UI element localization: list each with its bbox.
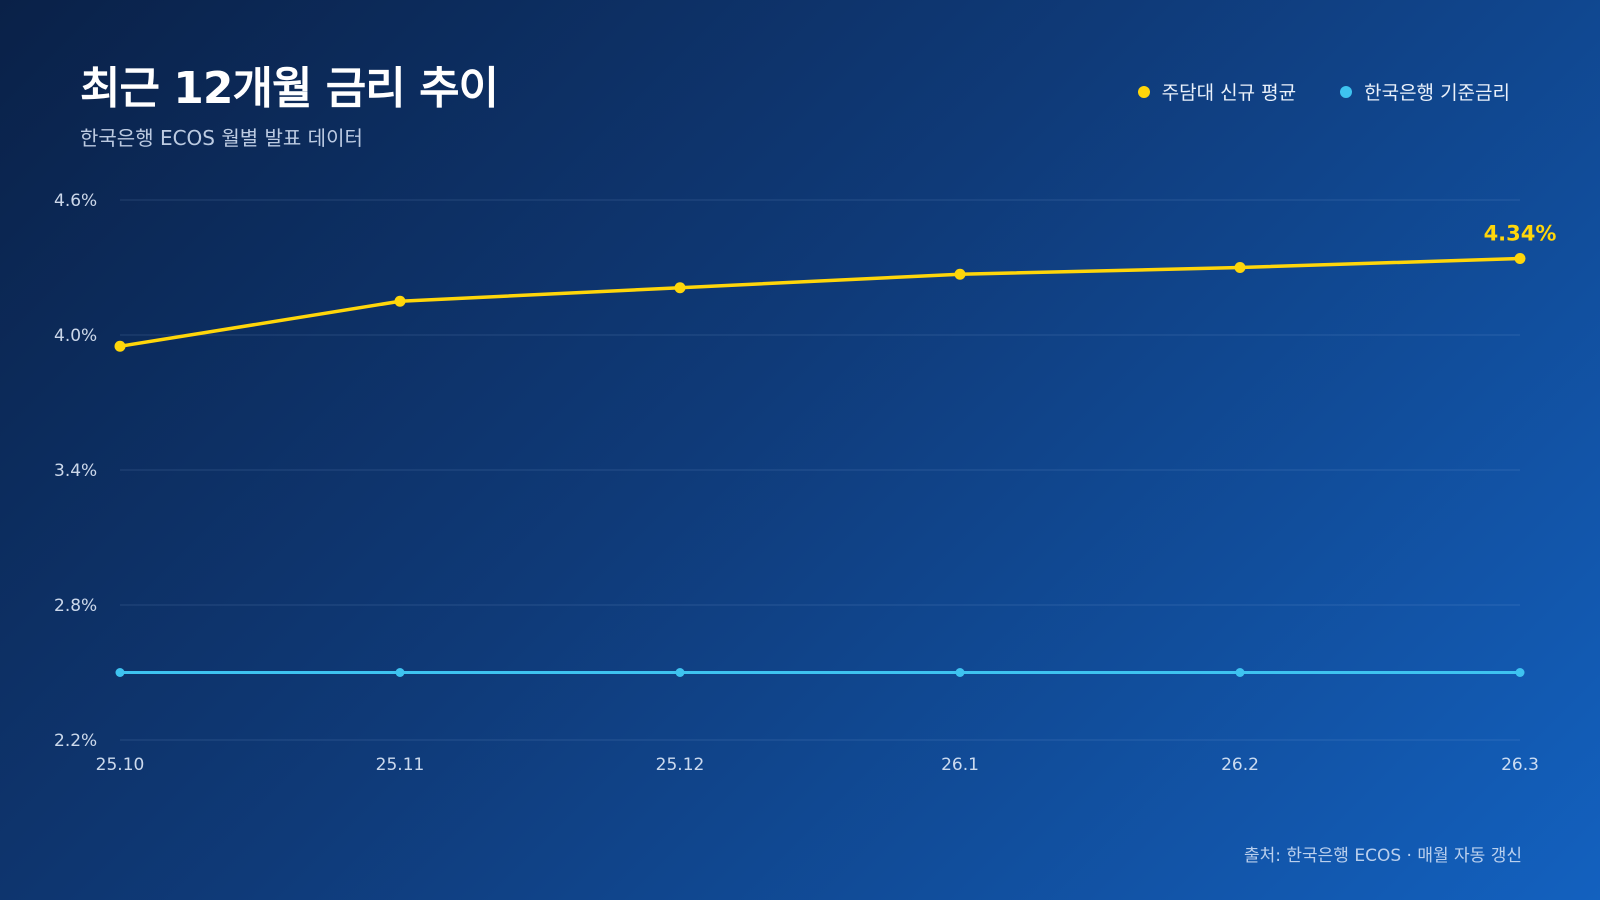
data-point (114, 340, 126, 352)
data-point (115, 668, 125, 677)
legend-label-mortgage: 주담대 신규 평균 (1161, 82, 1297, 104)
data-label: 4.34% (1484, 222, 1557, 246)
data-point (674, 282, 686, 294)
legend-label-base-rate: 한국은행 기준금리 (1364, 82, 1510, 104)
y-tick-label: 4.0% (54, 326, 97, 346)
data-point (1514, 253, 1526, 264)
legend: 주담대 신규 평균 한국은행 기준금리 (1137, 78, 1510, 105)
data-point (1235, 668, 1245, 677)
y-tick-label: 3.4% (54, 461, 97, 481)
x-tick-label: 26.3 (1501, 755, 1539, 775)
data-point (955, 668, 965, 677)
data-point (675, 668, 685, 677)
data-point (395, 668, 405, 677)
chart-title: 최근 12개월 금리 추이 (80, 63, 499, 114)
x-tick-label: 26.1 (941, 755, 979, 775)
legend-marker-mortgage (1137, 85, 1150, 98)
data-point (1234, 262, 1246, 273)
data-point (1515, 668, 1525, 677)
x-tick-label: 25.12 (656, 755, 705, 775)
x-tick-label: 26.2 (1221, 755, 1259, 775)
data-point (394, 295, 406, 307)
legend-item-mortgage: 주담대 신규 평균 (1137, 78, 1297, 105)
x-tick-label: 25.10 (96, 755, 145, 775)
x-tick-label: 25.11 (376, 755, 425, 775)
series-line (118, 256, 1522, 348)
source-note: 출처: 한국은행 ECOS · 매월 자동 갱신 (1243, 846, 1522, 866)
legend-marker-base-rate (1340, 85, 1353, 98)
legend-item-base-rate: 한국은행 기준금리 (1340, 78, 1510, 105)
y-tick-label: 2.2% (54, 731, 97, 751)
data-point (954, 268, 966, 280)
y-tick-label: 2.8% (54, 596, 97, 616)
chart-subtitle: 한국은행 ECOS 월별 발표 데이터 (80, 126, 363, 150)
y-tick-label: 4.6% (54, 191, 97, 211)
